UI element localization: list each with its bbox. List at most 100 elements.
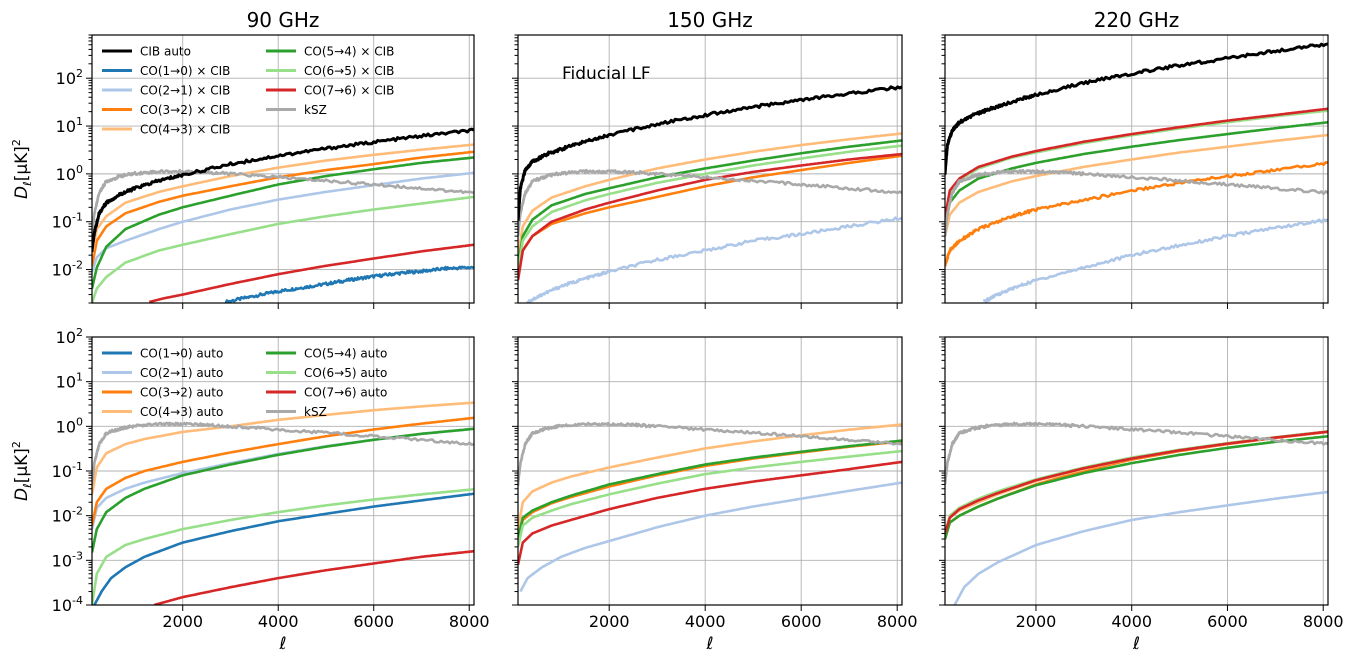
legend-label: CO(5→4) × CIB: [304, 45, 394, 59]
series-line-CO10: [224, 265, 474, 303]
series-line-CO21: [526, 216, 902, 303]
series-line-CO65: [92, 488, 474, 605]
y-axis-label: Dℓ[μK]2: [10, 441, 34, 501]
series-line-CO54: [945, 121, 1328, 227]
series-lines: [945, 421, 1328, 605]
series-line-CO76: [945, 430, 1328, 535]
y-tick-label-exponent: -2: [72, 505, 83, 518]
y-axis-label-unit: [μK]: [12, 448, 32, 483]
series-line-CIB: [945, 42, 1328, 176]
x-tick-label: 8000: [449, 612, 490, 631]
series-lines: [92, 127, 474, 303]
y-axis-label-exponent: 2: [10, 139, 23, 146]
x-tick-label: 2000: [589, 612, 630, 631]
y-tick-label-exponent: -1: [72, 460, 83, 473]
series-line-CO21: [519, 481, 902, 593]
y-tick-label-base: 10: [52, 261, 72, 280]
series-line-CO21: [953, 490, 1328, 605]
y-tick-label-exponent: 1: [76, 115, 83, 128]
series-line-CO76: [153, 549, 474, 605]
series-line-CO54: [518, 439, 902, 540]
y-tick-label-exponent: 2: [76, 326, 83, 339]
x-tick-label: 2000: [1016, 612, 1057, 631]
series-line-kSZ: [945, 168, 1328, 237]
y-tick-label: 10-2: [52, 259, 83, 280]
x-tick-label: 6000: [353, 612, 394, 631]
legend-label: CO(6→5) × CIB: [304, 64, 394, 78]
legend-label: CO(3→2) × CIB: [140, 103, 230, 117]
y-tick-label-base: 10: [52, 462, 72, 481]
y-tick-label-base: 10: [56, 373, 76, 392]
y-tick-label-base: 10: [52, 507, 72, 526]
x-tick-label: 8000: [877, 612, 918, 631]
plot-frame: [944, 34, 1329, 304]
x-axis-label: ℓ: [1132, 634, 1140, 654]
y-tick-label: 100: [56, 415, 83, 436]
x-axis-label: ℓ: [278, 634, 286, 654]
y-tick-label-exponent: 0: [76, 163, 83, 176]
series-line-CO65: [92, 195, 474, 303]
y-axis-label-symbol: D: [12, 186, 32, 199]
series-line-CO54: [518, 139, 902, 266]
series-line-CO76: [518, 152, 902, 281]
x-tick-label: 6000: [1207, 612, 1248, 631]
plot-frame: [517, 34, 903, 304]
panel-4: 2000 4000 6000 800010-410-310-210-110010110…: [10, 326, 490, 654]
y-axis-label-subscript: ℓ: [21, 181, 34, 187]
series-line-kSZ: [945, 421, 1328, 485]
y-tick-label: 102: [56, 326, 83, 347]
series-lines: [518, 421, 902, 593]
legend-label: CO(5→4) auto: [304, 347, 387, 361]
y-tick-label-base: 10: [52, 596, 72, 615]
y-tick-label-base: 10: [56, 328, 76, 347]
y-tick-label-exponent: 1: [76, 371, 83, 384]
series-line-CO32: [92, 150, 474, 267]
legend: CO(1→0) auto CO(2→1) auto CO(3→2) auto CO(4…: [102, 347, 387, 419]
x-tick-label: 2000: [162, 612, 203, 631]
series-line-CO54: [92, 156, 474, 289]
series-line-CO32: [945, 430, 1328, 540]
x-tick-label: 6000: [781, 612, 822, 631]
x-tick-label: 8000: [1303, 612, 1344, 631]
grid: [945, 35, 1328, 303]
legend-label: CO(2→1) × CIB: [140, 84, 230, 98]
plot-frame: [944, 336, 1329, 606]
y-tick-label: 100: [56, 163, 83, 184]
y-tick-label: 101: [56, 371, 83, 392]
legend-label: CO(6→5) auto: [304, 366, 387, 380]
y-tick-label-base: 10: [56, 117, 76, 136]
panel-6: 2000 4000 6000 8000 ℓ: [939, 336, 1344, 654]
series-line-kSZ: [92, 421, 474, 485]
series-line-CO43: [518, 132, 902, 256]
x-tick-label: 4000: [258, 612, 299, 631]
legend-label: CO(4→3) × CIB: [140, 123, 230, 137]
y-axis-label: Dℓ[μK]2: [10, 139, 34, 199]
series-line-CO43: [518, 423, 902, 530]
x-tick-label: 4000: [685, 612, 726, 631]
y-tick-label-exponent: -1: [72, 211, 83, 224]
y-tick-label: 10-1: [52, 460, 83, 481]
series-line-kSZ: [92, 168, 474, 236]
legend-label: CO(7→6) × CIB: [304, 84, 394, 98]
grid: [945, 336, 1328, 606]
legend-label: CO(1→0) auto: [140, 347, 223, 361]
x-axis-label: ℓ: [705, 634, 713, 654]
plot-frame: [91, 336, 475, 606]
legend-label: kSZ: [304, 103, 327, 117]
y-tick-label: 10-1: [52, 211, 83, 232]
series-line-CO32: [945, 161, 1328, 267]
series-line-CIB: [92, 127, 474, 252]
y-tick-label-base: 10: [56, 165, 76, 184]
series-line-kSZ: [518, 421, 902, 487]
y-tick-label-base: 10: [52, 213, 72, 232]
series-line-CO76: [148, 243, 474, 303]
y-tick-label-base: 10: [52, 551, 72, 570]
y-axis-label-exponent: 2: [10, 441, 23, 448]
series-line-CO65: [518, 144, 902, 270]
panel-title: 220 GHz: [1094, 8, 1180, 32]
legend-label: CO(4→3) auto: [140, 405, 223, 419]
legend-label: CO(2→1) auto: [140, 366, 223, 380]
y-tick-label-exponent: -3: [72, 549, 83, 562]
